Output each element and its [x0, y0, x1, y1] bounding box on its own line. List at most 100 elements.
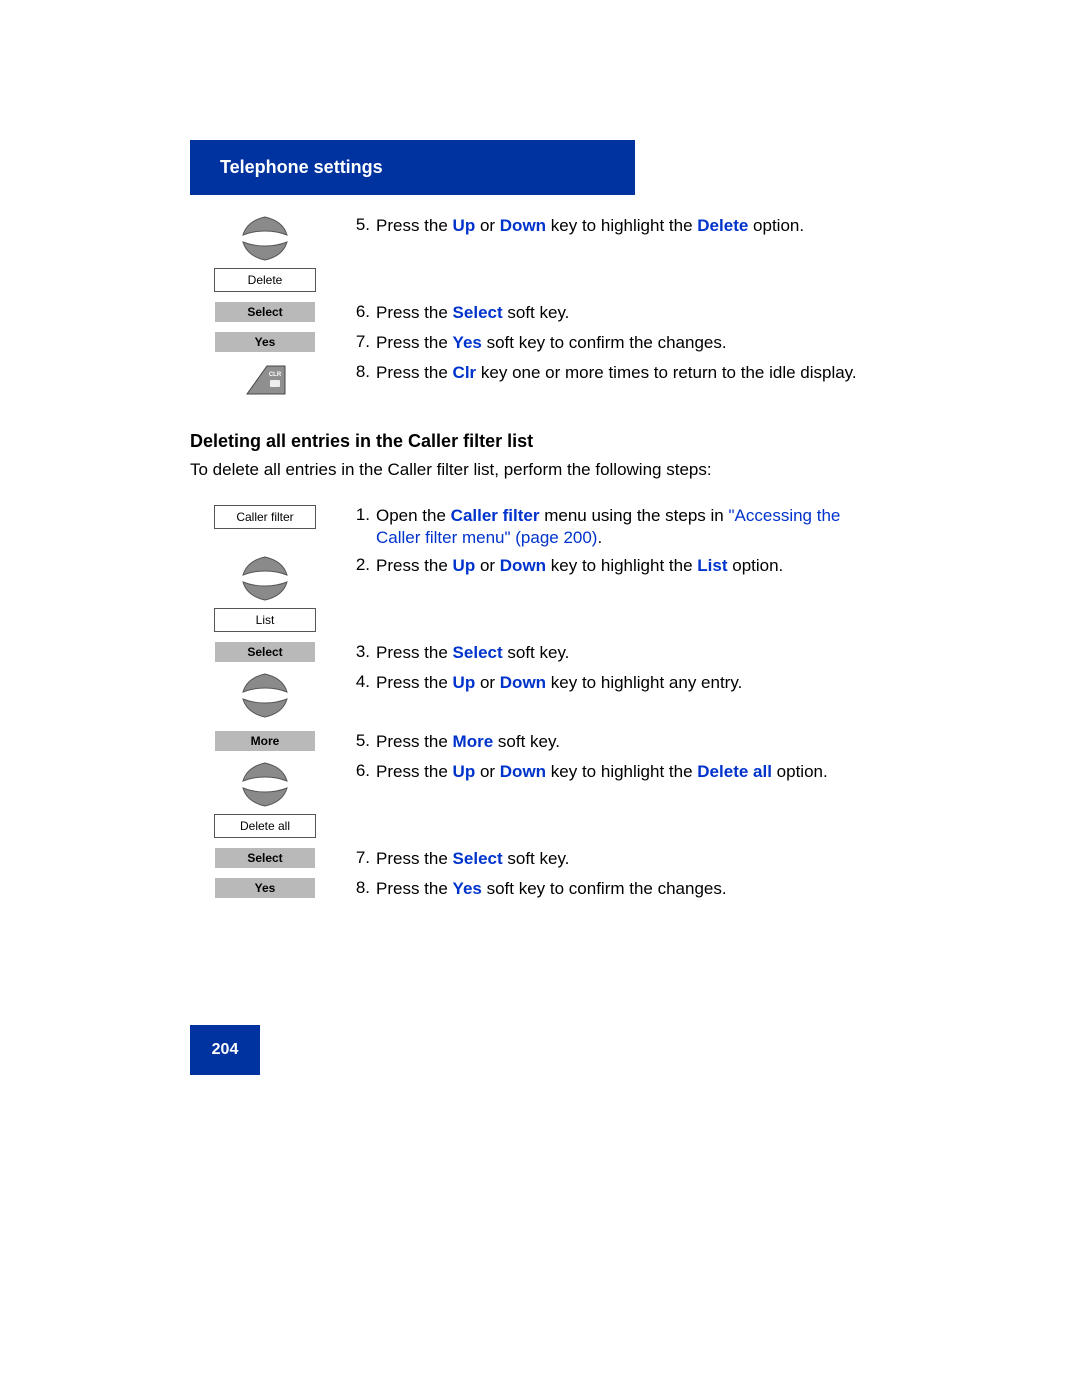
step-icon: Yes [190, 878, 340, 902]
step-text-fragment: key one or more times to return to the i… [476, 363, 856, 382]
step-text-fragment: option. [772, 762, 828, 781]
step-text: Press the Up or Down key to highlight th… [376, 215, 885, 237]
step-text-fragment: soft key. [503, 303, 570, 322]
step-number: 5. [340, 731, 376, 751]
header-title: Telephone settings [220, 157, 383, 178]
step-row: Delete 5.Press the Up or Down key to high… [190, 215, 885, 296]
step-icon: Delete [190, 215, 340, 296]
step-text-fragment: Open the [376, 506, 451, 525]
step-number: 6. [340, 761, 376, 781]
page: Telephone settings Delete5.Press the Up … [0, 0, 1080, 1397]
step-row: More5.Press the More soft key. [190, 731, 885, 755]
step-text-fragment: Press the [376, 732, 453, 751]
highlighted-term: Caller filter [451, 506, 540, 525]
svg-text:CLR: CLR [269, 372, 282, 378]
up-arrow-icon [239, 672, 291, 694]
header-bar: Telephone settings [190, 140, 635, 195]
highlighted-term: Clr [453, 363, 477, 382]
step-number: 4. [340, 672, 376, 692]
step-text-fragment: Press the [376, 303, 453, 322]
highlighted-term: Delete [697, 216, 748, 235]
step-text-fragment: soft key to confirm the changes. [482, 333, 727, 352]
down-arrow-icon [239, 240, 291, 262]
highlighted-term: More [453, 732, 494, 751]
step-text-fragment: Press the [376, 363, 453, 382]
step-text-fragment: Press the [376, 556, 453, 575]
step-text: Press the Clr key one or more times to r… [376, 362, 885, 384]
softkey-button: Select [215, 848, 315, 868]
step-text-fragment: Press the [376, 762, 453, 781]
step-number: 5. [340, 215, 376, 235]
step-number: 2. [340, 555, 376, 575]
step-row: Select 3.Press the Select soft key. [190, 642, 885, 666]
step-text-fragment: . [597, 528, 602, 547]
content-area: Delete5.Press the Up or Down key to high… [190, 215, 885, 908]
up-arrow-icon [239, 555, 291, 577]
step-text-fragment: option. [728, 556, 784, 575]
up-arrow-icon [239, 761, 291, 783]
step-icon: Select [190, 302, 340, 326]
step-row: Yes8.Press the Yes soft key to confirm t… [190, 878, 885, 902]
step-icon: Delete all [190, 761, 340, 842]
step-text: Press the Select soft key. [376, 642, 885, 664]
highlighted-term: Delete all [697, 762, 772, 781]
menu-option-box: Delete all [214, 814, 316, 838]
nav-arrows-icon [239, 672, 291, 719]
step-row: Select6.Press the Select soft key. [190, 302, 885, 326]
softkey-button: Select [215, 302, 315, 322]
highlighted-term: Down [500, 216, 546, 235]
down-arrow-icon [239, 697, 291, 719]
step-text-fragment: key to highlight the [546, 762, 697, 781]
step-icon: More [190, 731, 340, 755]
step-icon: CLR [190, 362, 340, 401]
step-text: Press the More soft key. [376, 731, 885, 753]
step-text: Press the Select soft key. [376, 302, 885, 324]
bottom-steps-list: Caller filter 1.Open the Caller filter me… [190, 505, 885, 902]
step-text: Press the Select soft key. [376, 848, 885, 870]
step-number: 8. [340, 878, 376, 898]
section-heading: Deleting all entries in the Caller filte… [190, 431, 885, 452]
step-icon [190, 672, 340, 725]
step-number: 7. [340, 332, 376, 352]
up-arrow-icon [239, 215, 291, 237]
highlighted-term: Select [453, 643, 503, 662]
step-icon: Select [190, 848, 340, 872]
step-row: Delete all6.Press the Up or Down key to … [190, 761, 885, 842]
menu-option-box: Delete [214, 268, 316, 292]
step-number: 3. [340, 642, 376, 662]
softkey-button: Yes [215, 332, 315, 352]
down-arrow-icon [239, 786, 291, 808]
highlighted-term: Down [500, 556, 546, 575]
softkey-button: Select [215, 642, 315, 662]
step-text-fragment: or [475, 673, 500, 692]
nav-arrows-icon [239, 761, 291, 808]
highlighted-term: Up [453, 556, 476, 575]
highlighted-term: Up [453, 762, 476, 781]
clr-key: CLR [243, 362, 287, 401]
step-text-fragment: Press the [376, 643, 453, 662]
highlighted-term: Select [453, 849, 503, 868]
menu-option-box: Caller filter [214, 505, 316, 529]
highlighted-term: Yes [453, 879, 482, 898]
nav-arrows-icon [239, 215, 291, 262]
step-icon: List [190, 555, 340, 636]
highlighted-term: Up [453, 216, 476, 235]
highlighted-term: Up [453, 673, 476, 692]
step-number: 7. [340, 848, 376, 868]
step-text-fragment: option. [748, 216, 804, 235]
step-row: Caller filter 1.Open the Caller filter me… [190, 505, 885, 549]
step-row: 4.Press the Up or Down key to highlight … [190, 672, 885, 725]
step-text: Press the Yes soft key to confirm the ch… [376, 878, 885, 900]
step-text-fragment: menu using the steps in [539, 506, 728, 525]
step-row: List2.Press the Up or Down key to highli… [190, 555, 885, 636]
top-steps-list: Delete 5.Press the Up or Down key to high… [190, 215, 885, 401]
step-row: Select 7.Press the Select soft key. [190, 848, 885, 872]
step-number: 1. [340, 505, 376, 525]
step-text-fragment: or [475, 556, 500, 575]
step-row: CLR 8.Press the Clr key one or more time… [190, 362, 885, 401]
step-text-fragment: key to highlight the [546, 556, 697, 575]
highlighted-term: Yes [453, 333, 482, 352]
highlighted-term: List [697, 556, 727, 575]
step-text-fragment: Press the [376, 879, 453, 898]
step-text: Open the Caller filter menu using the st… [376, 505, 885, 549]
